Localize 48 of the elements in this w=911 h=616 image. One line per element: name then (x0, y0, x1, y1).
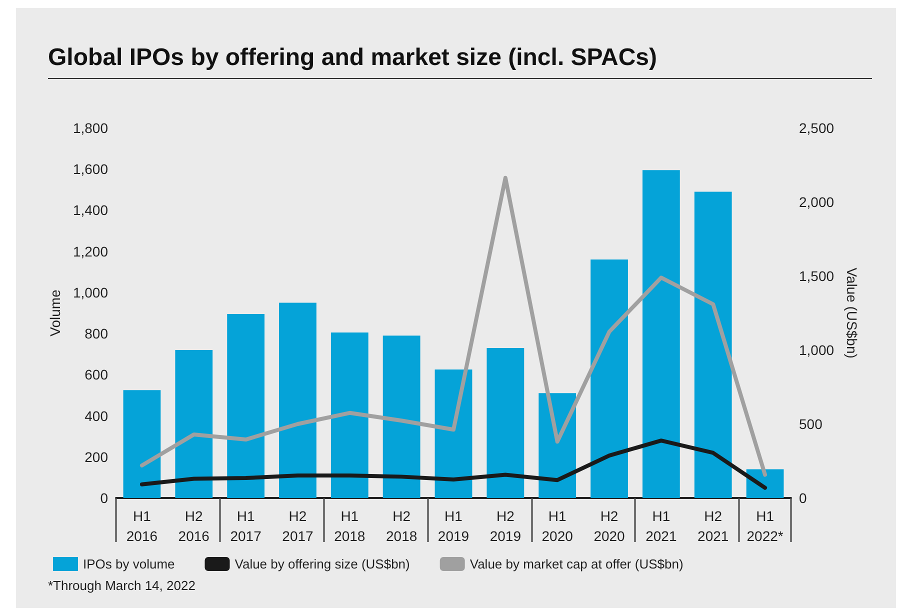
x-tick-label: H1 2016 (126, 508, 158, 544)
bar (486, 348, 524, 498)
y2-axis-title: Value (US$bn) (844, 268, 860, 358)
y2-tick-label: 0 (799, 490, 807, 506)
y-tick-label: 200 (84, 448, 108, 465)
y-axis-title: Volume (47, 289, 64, 336)
y2-tick-label: 1,500 (799, 268, 834, 284)
y2-tick-label: 2,500 (799, 120, 834, 136)
y2-tick-label: 2,000 (799, 194, 834, 210)
line-series (140, 438, 768, 490)
x-tick-label: H1 2021 (646, 508, 677, 544)
bar (382, 336, 420, 498)
x-tick-label: H1 2022* (746, 508, 784, 544)
text: *Through March 14, 2022 (48, 578, 196, 593)
x-tick-label: H2 2016 (178, 508, 210, 544)
line-series (140, 176, 768, 477)
y2-tick-label: 1,000 (799, 342, 834, 358)
y-tick-label: 1,800 (72, 120, 108, 136)
x-tick-label: H2 2018 (386, 508, 418, 544)
x-tick-label: H2 2020 (594, 508, 626, 544)
x-tick-label: H2 2017 (282, 508, 314, 544)
legend-label: IPOs by volume (83, 556, 175, 572)
y-tick-label: 800 (84, 326, 108, 342)
y-tick-label: 1,400 (72, 202, 108, 218)
bar (330, 332, 368, 498)
x-tick-label: H1 2019 (438, 508, 470, 544)
bar (175, 350, 213, 498)
y-tick-label: 1,600 (72, 161, 108, 178)
bar (279, 302, 316, 498)
legend-label: Value by market cap at offer (US$bn) (470, 556, 684, 572)
x-tick-label: H2 2019 (490, 508, 522, 544)
y2-tick-label: 500 (799, 416, 823, 432)
y-tick-label: 1,200 (72, 243, 108, 260)
y-tick-label: 0 (100, 490, 108, 506)
x-tick-label: H2 2021 (698, 508, 729, 544)
bar (123, 390, 161, 498)
bar (227, 314, 264, 498)
y-tick-label: 600 (84, 366, 108, 383)
bar (694, 192, 732, 498)
bar (590, 260, 628, 498)
x-tick-label: H1 2017 (230, 508, 262, 544)
chart-title: Global IPOs by offering and market size (incl. SPACs) (48, 44, 658, 72)
x-tick-label: H1 2018 (334, 508, 366, 544)
y-tick-label: 400 (84, 408, 108, 424)
bar (642, 170, 680, 498)
y-tick-label: 1,000 (72, 284, 108, 300)
x-tick-label: H1 2020 (542, 508, 574, 544)
legend-label: Value by offering size (US$bn) (234, 556, 410, 572)
